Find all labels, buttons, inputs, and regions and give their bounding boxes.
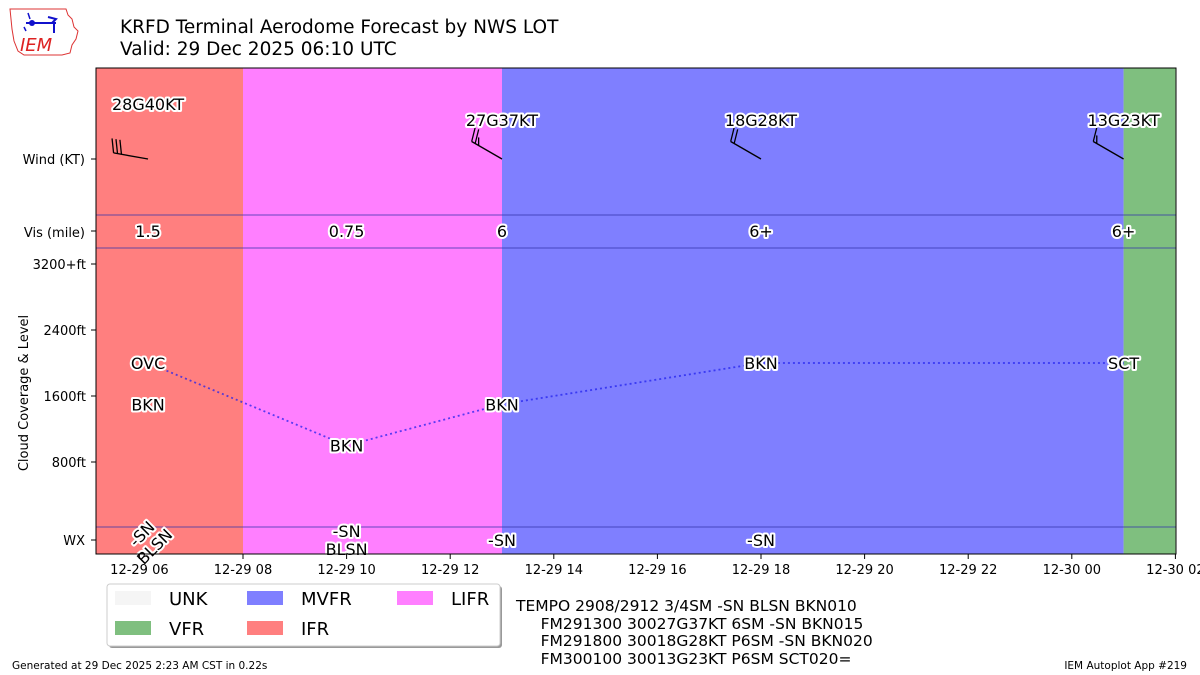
wind-label: 13G23KT <box>1088 111 1160 130</box>
cloud-cover-label: OVC <box>131 354 165 373</box>
visibility-label: 6 <box>497 222 507 241</box>
chart-title: KRFD Terminal Aerodome Forecast by NWS L… <box>120 17 558 61</box>
category-band-ifr <box>96 68 243 554</box>
x-tick-label: 12-29 10 <box>317 563 375 578</box>
visibility-label: 0.75 <box>329 222 365 241</box>
wind-label: 18G28KT <box>725 111 797 130</box>
cloud-cover-label: SCT <box>1108 354 1139 373</box>
barb-flag <box>730 127 735 142</box>
taf-line: FM291300 30027G37KT 6SM -SN BKN015 <box>516 614 864 633</box>
weather-text: -SN <box>747 531 775 550</box>
x-tick-label: 12-29 14 <box>525 563 583 578</box>
visibility-label: 6+ <box>1112 222 1136 241</box>
wind-axis-label: Wind (KT) <box>23 153 85 168</box>
cloud-axis-label: Cloud Coverage & Level <box>17 315 32 471</box>
legend-label-unk: UNK <box>169 589 209 610</box>
legend-swatch-mvfr <box>247 591 283 605</box>
taf-text: TEMPO 2908/2912 3/4SM -SN BLSN BKN010 FM… <box>516 597 873 668</box>
cloud-tick-label: 800ft <box>52 456 86 471</box>
legend-swatch-lifr <box>397 591 433 605</box>
barb-flag <box>119 139 123 155</box>
x-tick-label: 12-29 16 <box>628 563 686 578</box>
x-tick-label: 12-29 08 <box>214 563 272 578</box>
svg-text:IEM: IEM <box>20 35 53 56</box>
cloud-cover-label: BKN <box>330 437 363 456</box>
legend-label-vfr: VFR <box>169 619 204 640</box>
cloud-tick-label: 1600ft <box>43 390 86 405</box>
barb-flag <box>733 129 739 144</box>
barb-staff <box>730 140 762 160</box>
barb-flag <box>115 139 119 154</box>
legend-swatch-ifr <box>247 621 283 635</box>
x-tick-label: 12-30 02 <box>1146 563 1200 578</box>
vis-axis-label: Vis (mile) <box>24 226 85 241</box>
visibility-label: 1.5 <box>135 222 160 241</box>
barb-flag <box>474 129 480 144</box>
x-tick-label: 12-29 12 <box>421 563 479 578</box>
x-tick-label: 12-29 18 <box>732 563 790 578</box>
legend-swatch-vfr <box>115 621 151 635</box>
title-line-1: KRFD Terminal Aerodome Forecast by NWS L… <box>120 17 559 38</box>
barb-flag <box>111 138 115 153</box>
wind-label: 27G37KT <box>466 111 538 130</box>
barb-staff <box>1092 140 1124 160</box>
legend-label-lifr: LIFR <box>451 589 489 610</box>
wind-barb-icon <box>111 138 149 160</box>
title-line-2: Valid: 29 Dec 2025 06:10 UTC <box>120 39 397 60</box>
wind-barb-icon <box>471 127 503 160</box>
legend-label-mvfr: MVFR <box>301 589 352 610</box>
generated-footer: Generated at 29 Dec 2025 2:23 AM CST in … <box>12 660 268 672</box>
x-tick-label: 12-29 20 <box>835 563 893 578</box>
cloud-cover-label: BKN <box>744 354 777 373</box>
weather-label: -SN <box>486 529 518 552</box>
weather-label: -SN <box>745 529 777 552</box>
iem-logo: IEM <box>8 5 80 61</box>
cloud-tick-label: 2400ft <box>43 324 86 339</box>
cloud-cover-label: BKN <box>131 395 164 414</box>
cloud-level-line <box>147 362 1124 447</box>
app-footer: IEM Autoplot App #219 <box>1064 660 1187 672</box>
plot-frame <box>95 67 1177 555</box>
taf-line: FM300100 30013G23KT P6SM SCT020= <box>516 649 852 668</box>
weather-text: -SN <box>488 531 516 550</box>
barb-staff <box>113 152 149 160</box>
wind-barb-icon <box>730 127 762 160</box>
visibility-label: 6+ <box>749 222 773 241</box>
wind-label: 28G40KT <box>112 95 184 114</box>
taf-line: TEMPO 2908/2912 3/4SM -SN BLSN BKN010 <box>516 597 857 615</box>
barb-staff <box>471 140 503 160</box>
cloud-tick-label: 3200+ft <box>33 258 86 273</box>
cloud-cover-label: BKN <box>485 395 518 414</box>
legend-swatch-unk <box>115 591 151 605</box>
weather-text: -SN <box>333 522 361 541</box>
legend: UNK VFR MVFR IFR LIFR <box>106 583 502 648</box>
x-tick-label: 12-29 22 <box>939 563 997 578</box>
category-band-vfr <box>1123 68 1176 554</box>
taf-line: FM291800 30018G28KT P6SM -SN BKN020 <box>516 632 873 650</box>
legend-label-ifr: IFR <box>301 619 329 640</box>
x-tick-label: 12-30 00 <box>1043 563 1101 578</box>
wind-barb-icon <box>1092 127 1124 160</box>
category-band-lifr <box>243 68 502 554</box>
category-band-mvfr <box>502 68 1124 554</box>
barb-flag <box>471 127 476 142</box>
x-tick-label: 12-29 06 <box>110 563 168 578</box>
wx-axis-label: WX <box>63 534 85 549</box>
barb-flag <box>1092 127 1098 142</box>
